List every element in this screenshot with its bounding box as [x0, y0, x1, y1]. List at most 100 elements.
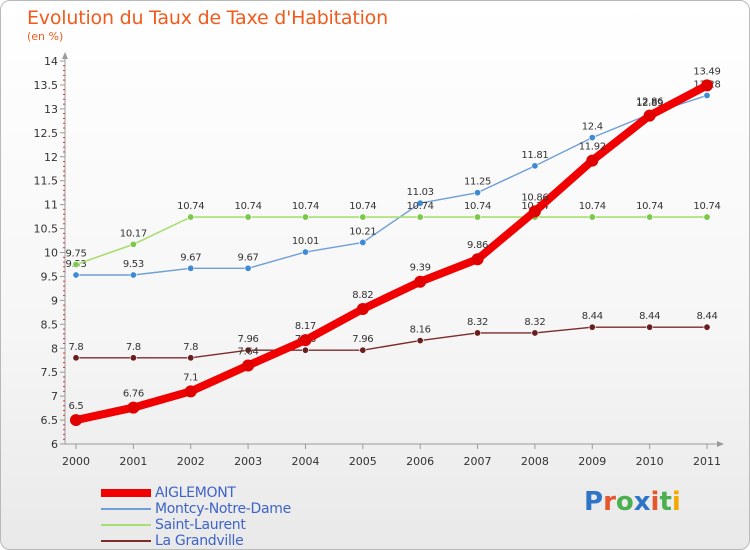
x-tick-label: 2001 — [119, 455, 147, 468]
data-label: 7.96 — [238, 334, 259, 345]
logo-letter: x — [633, 487, 651, 517]
data-label: 7.64 — [238, 346, 259, 357]
data-point — [474, 329, 482, 337]
logo-letter: P — [584, 487, 604, 517]
y-tick-label: 10.5 — [34, 223, 59, 236]
data-point — [416, 337, 424, 345]
data-label: 11.92 — [579, 142, 606, 153]
data-label: 9.39 — [410, 263, 431, 274]
y-tick-label: 9.5 — [41, 270, 59, 283]
data-point — [528, 205, 541, 218]
series-line — [75, 216, 708, 266]
y-tick-label: 8.5 — [41, 318, 59, 331]
x-tick-label: 2008 — [521, 455, 549, 468]
data-label: 8.44 — [582, 311, 603, 322]
data-point — [72, 354, 80, 362]
data-label: 6.76 — [123, 389, 144, 400]
x-tick-label: 2003 — [234, 455, 262, 468]
x-tick-label: 2006 — [406, 455, 434, 468]
data-label: 10.74 — [464, 201, 491, 212]
data-point — [301, 248, 309, 256]
data-label: 7.1 — [183, 372, 198, 383]
data-label: 8.32 — [467, 317, 488, 328]
data-point — [588, 323, 596, 331]
data-point — [643, 109, 656, 122]
data-label: 10.74 — [407, 201, 434, 212]
data-point — [244, 264, 252, 272]
data-label: 10.74 — [235, 201, 262, 212]
y-tick-label: 8 — [51, 342, 58, 355]
y-tick-label: 13 — [44, 103, 58, 116]
data-point — [187, 264, 195, 272]
data-point — [72, 271, 80, 279]
y-tick-label: 7.5 — [41, 366, 59, 379]
y-tick-label: 11 — [44, 199, 58, 212]
chart-title: Evolution du Taux de Taxe d'Habitation — [27, 7, 388, 29]
data-label: 7.8 — [126, 342, 141, 353]
logo-letter: o — [615, 487, 634, 517]
y-tick-label: 7 — [51, 390, 58, 403]
x-axis-arrow — [717, 441, 724, 447]
data-label: 10.74 — [636, 201, 663, 212]
data-point — [359, 238, 367, 246]
y-tick-label: 9 — [51, 294, 58, 307]
data-point — [187, 213, 195, 221]
data-label: 11.25 — [464, 177, 491, 188]
legend-label: AIGLEMONT — [155, 485, 236, 501]
data-label: 10.74 — [349, 201, 376, 212]
legend-swatch — [101, 524, 151, 526]
x-tick-label: 2005 — [349, 455, 377, 468]
data-point — [701, 79, 713, 92]
data-point — [184, 385, 197, 398]
legend-swatch — [101, 489, 151, 497]
x-tick-label: 2002 — [177, 455, 205, 468]
data-label: 10.74 — [177, 201, 204, 212]
data-point — [244, 213, 252, 221]
data-point — [187, 354, 195, 362]
legend-label: La Grandville — [155, 533, 244, 549]
data-point — [359, 213, 367, 221]
data-point — [646, 213, 654, 221]
y-axis-arrow — [62, 52, 68, 59]
y-tick-label: 11.5 — [34, 175, 59, 188]
logo-letter: r — [603, 487, 616, 517]
data-label: 11.03 — [407, 187, 434, 198]
data-label: 12.4 — [582, 122, 603, 133]
data-label: 12.89 — [636, 98, 663, 109]
series-line — [75, 94, 708, 276]
legend-swatch — [101, 508, 151, 510]
data-label: 10.01 — [292, 236, 319, 247]
y-tick-label: 6.5 — [41, 414, 59, 427]
data-point — [244, 346, 252, 354]
data-label: 10.74 — [292, 201, 319, 212]
data-point — [703, 213, 711, 221]
data-point — [703, 91, 711, 99]
data-label: 8.82 — [352, 290, 373, 301]
data-point — [416, 213, 424, 221]
logo-letter: i — [650, 487, 660, 517]
y-tick-label: 6 — [51, 438, 58, 451]
data-label: 10.86 — [521, 192, 548, 203]
x-tick-label: 2000 — [62, 455, 90, 468]
data-point — [416, 199, 424, 207]
data-label: 8.44 — [639, 311, 660, 322]
x-tick-label: 2004 — [291, 455, 319, 468]
data-label: 10.74 — [579, 201, 606, 212]
data-point — [127, 401, 140, 414]
y-tick-label: 12.5 — [34, 127, 59, 140]
chart-unit-label: (en %) — [27, 30, 64, 43]
data-label: 9.86 — [467, 240, 488, 251]
legend-swatch — [101, 540, 151, 542]
data-point — [531, 162, 539, 170]
data-label: 10.21 — [349, 226, 376, 237]
data-point — [129, 271, 137, 279]
data-label: 7.96 — [352, 334, 373, 345]
data-point — [703, 323, 711, 331]
data-point — [531, 329, 539, 337]
y-tick-label: 10 — [44, 247, 58, 260]
data-point — [356, 302, 369, 315]
data-label: 6.5 — [68, 401, 83, 412]
data-point — [474, 189, 482, 197]
